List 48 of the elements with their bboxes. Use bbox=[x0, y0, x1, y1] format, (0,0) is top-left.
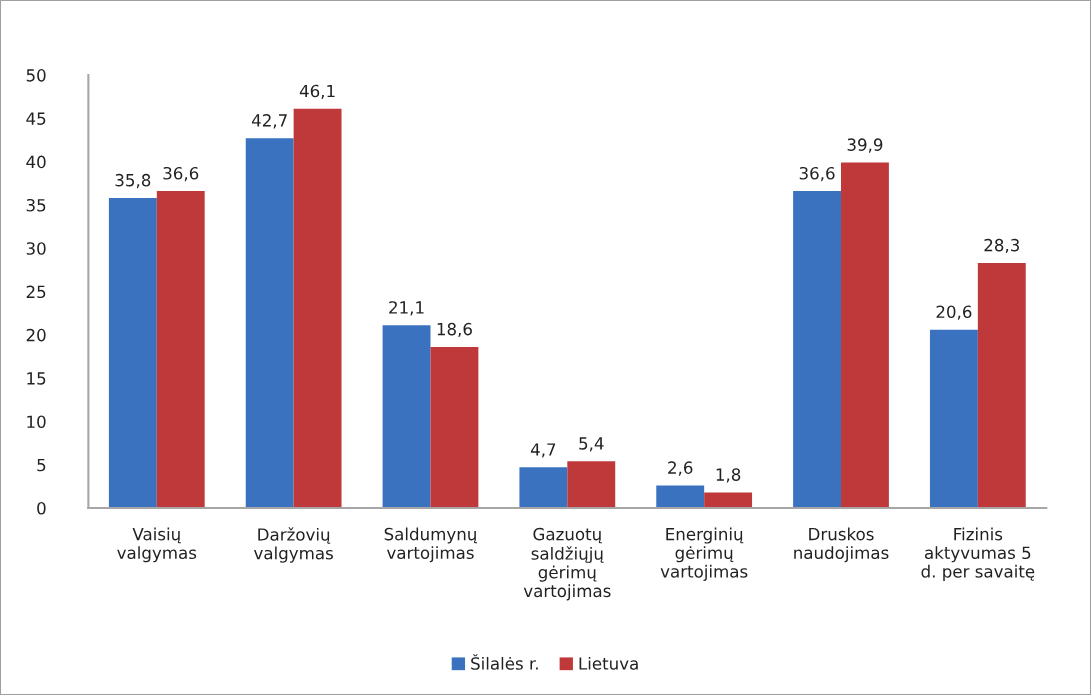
data-label: 36,6 bbox=[799, 166, 835, 182]
legend-label: Šilalės r. bbox=[471, 654, 538, 670]
y-tick-label: 25 bbox=[26, 285, 46, 299]
y-tick-label: 10 bbox=[27, 415, 46, 429]
bar bbox=[293, 108, 342, 509]
bar bbox=[793, 191, 842, 509]
data-label: 28,3 bbox=[984, 238, 1020, 254]
data-label: 2,6 bbox=[668, 461, 693, 476]
data-label: 4,7 bbox=[530, 443, 556, 458]
y-tick-label: 5 bbox=[37, 458, 46, 472]
bar bbox=[567, 461, 616, 509]
y-tick-label: 40 bbox=[26, 155, 46, 169]
x-tick-label: Daržovių valgymas bbox=[253, 527, 333, 563]
y-tick-label: 0 bbox=[37, 502, 46, 515]
x-tick-label: Energinių gėrimų vartojimas bbox=[660, 527, 748, 581]
x-tick-label: Druskos naudojimas bbox=[794, 527, 889, 563]
x-tick-label: Gazuotų saldžiųjų gėrimų vartojimas bbox=[523, 527, 611, 601]
data-label: 42,7 bbox=[251, 114, 287, 129]
data-label: 20,6 bbox=[936, 305, 972, 320]
bar bbox=[156, 191, 205, 509]
y-tick-label: 45 bbox=[26, 112, 46, 125]
data-label: 39,9 bbox=[847, 138, 883, 153]
bar bbox=[108, 198, 157, 509]
bar bbox=[841, 162, 889, 509]
bar bbox=[382, 325, 431, 509]
data-label: 35,8 bbox=[115, 173, 151, 189]
bar bbox=[977, 262, 1026, 509]
x-tick-label: Vaisių valgymas bbox=[117, 527, 197, 563]
y-tick-label: 15 bbox=[27, 372, 46, 385]
x-tick-label: Saldumynų vartojimas bbox=[384, 527, 478, 563]
x-tick-label: Fizinis aktyvumas 5 d. per savaitę bbox=[921, 527, 1035, 581]
bar bbox=[245, 138, 294, 509]
data-label: 18,6 bbox=[437, 322, 472, 338]
bar bbox=[430, 346, 479, 509]
data-label: 36,6 bbox=[163, 166, 199, 182]
data-label: 21,1 bbox=[389, 301, 424, 316]
bar bbox=[704, 492, 753, 509]
y-tick-label: 20 bbox=[26, 328, 46, 342]
y-tick-label: 50 bbox=[26, 69, 46, 82]
data-label: 1,8 bbox=[716, 468, 741, 483]
data-label: 46,1 bbox=[299, 84, 335, 99]
bar bbox=[519, 467, 568, 509]
data-label: 5,4 bbox=[579, 437, 604, 452]
y-tick-label: 30 bbox=[26, 242, 46, 255]
legend-label: Lietuva bbox=[579, 656, 638, 670]
y-tick-label: 35 bbox=[26, 198, 46, 212]
bar bbox=[929, 329, 978, 509]
bar bbox=[656, 485, 705, 509]
